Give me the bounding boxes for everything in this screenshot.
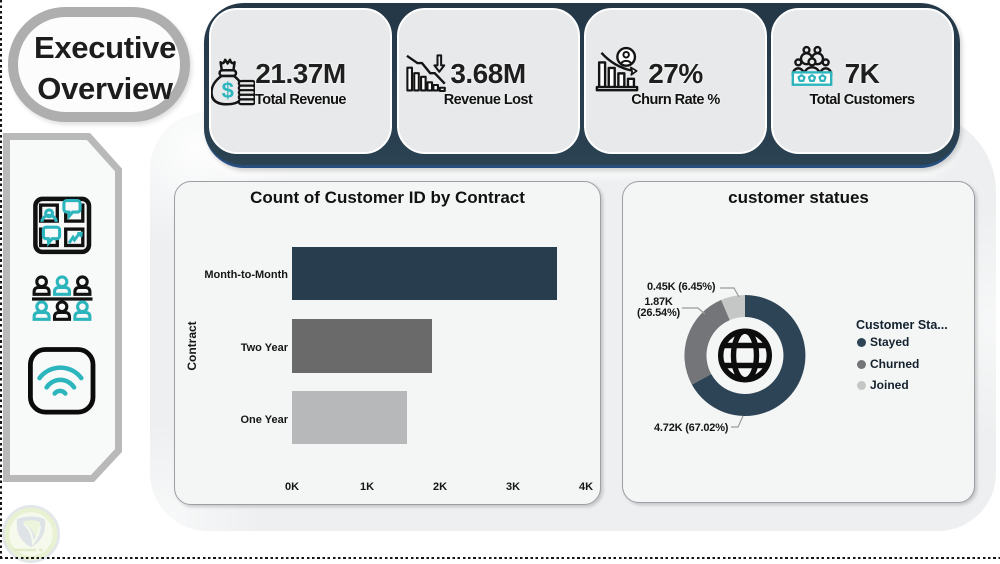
svg-text:$: $	[222, 78, 234, 103]
